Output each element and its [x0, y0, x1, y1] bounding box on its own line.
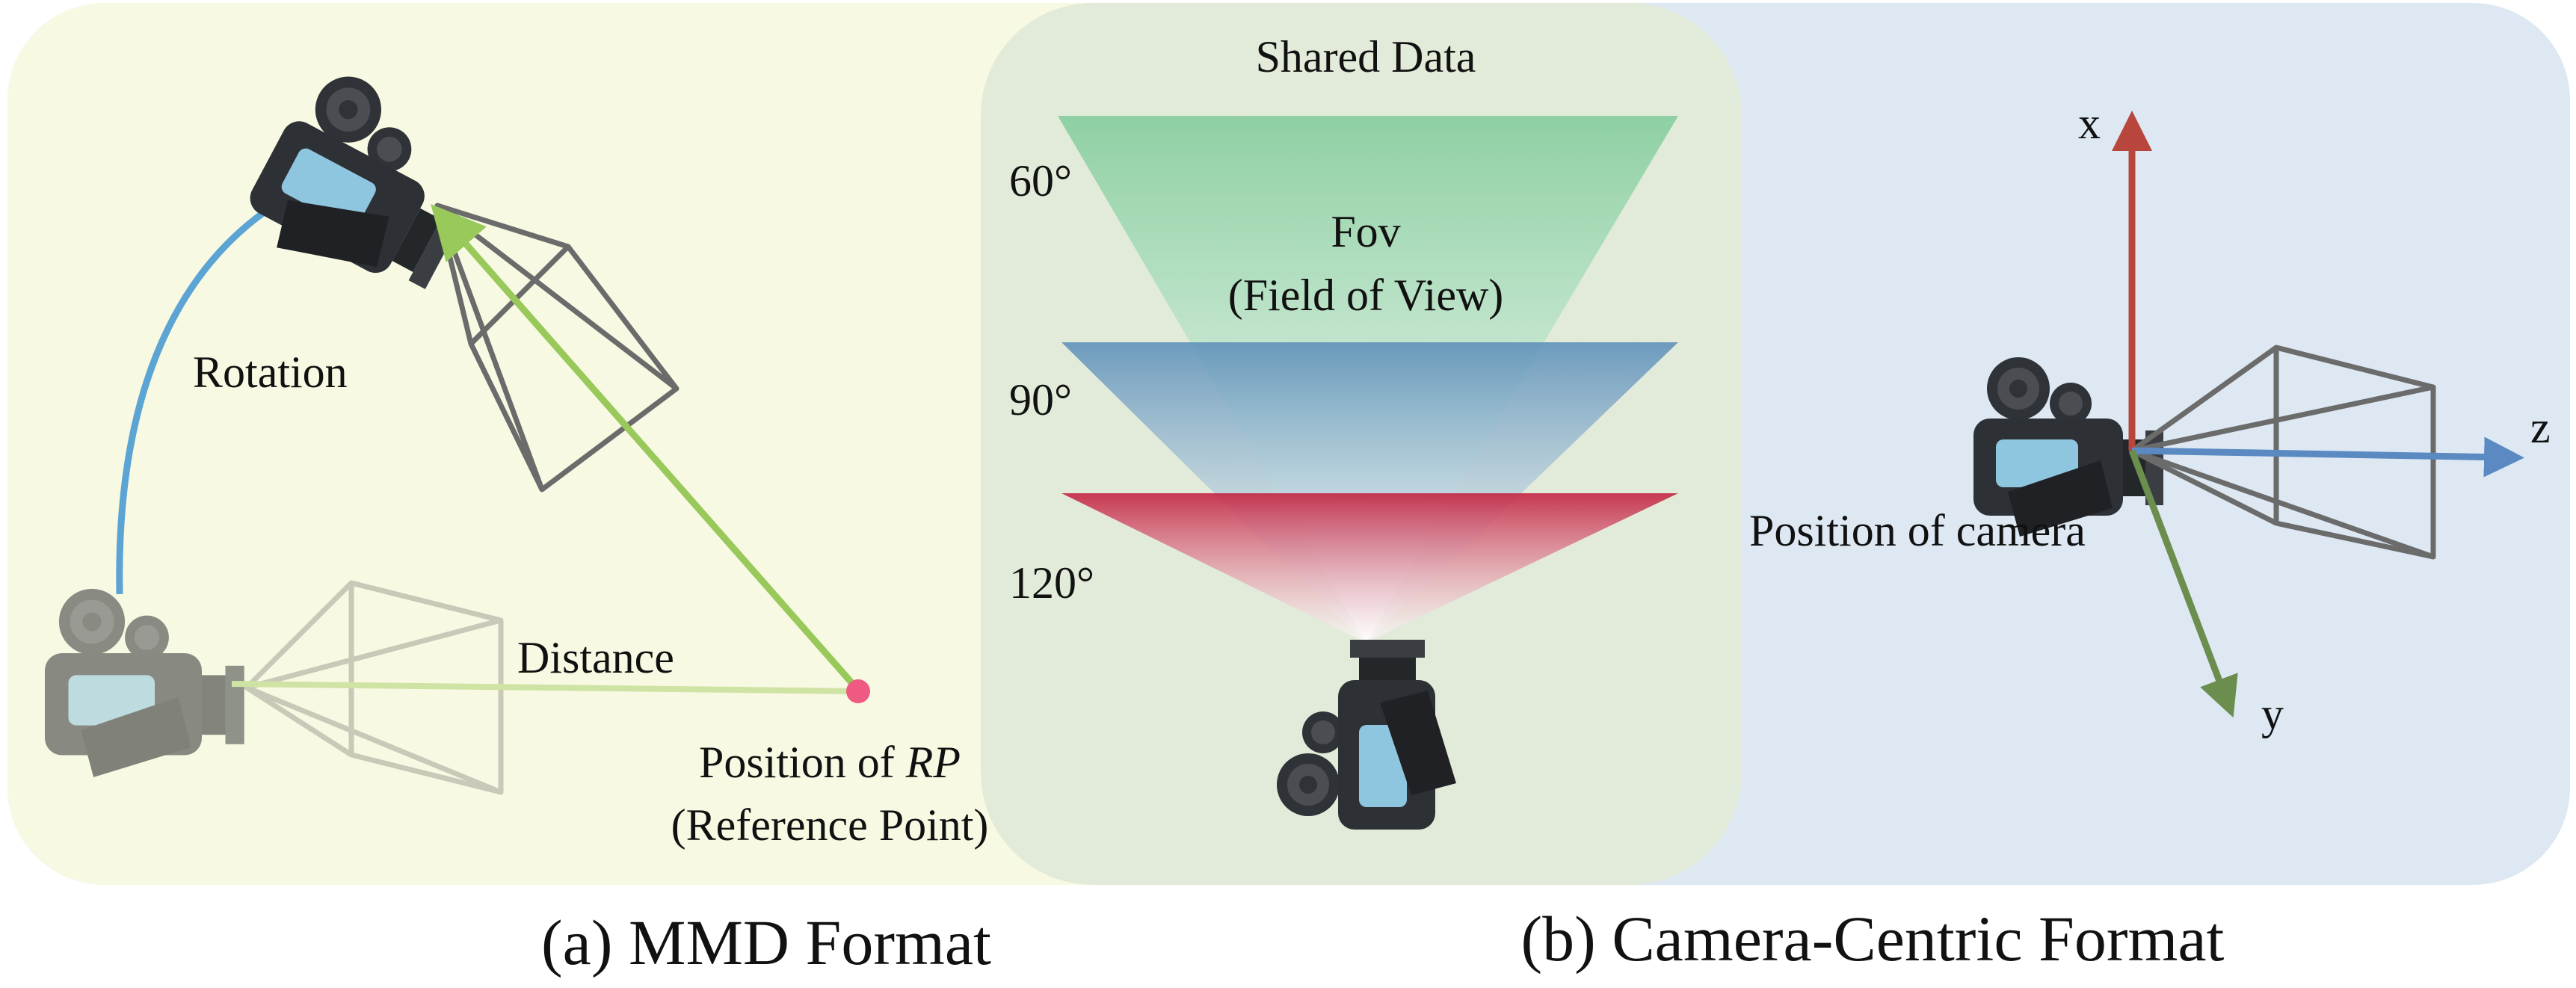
distance-arrow [431, 203, 859, 690]
frustum-edge-3 [2131, 384, 2434, 454]
angle-90-label: 90° [1009, 375, 1072, 424]
rp-label-line2: (Reference Point) [671, 800, 989, 850]
distance-line-faded [231, 681, 859, 694]
camera-start-faded [45, 580, 504, 795]
axis-z-label: z [2530, 403, 2551, 452]
fov-120-wedge [1061, 493, 1678, 643]
caption-b: (b) Camera-Centric Format [1521, 903, 2225, 975]
frustum-edge-2 [2130, 448, 2435, 560]
rp-label-line1: Position of RP [699, 738, 961, 787]
axis-y-label: y [2261, 689, 2284, 738]
fov-label: Fov [1331, 207, 1400, 256]
fov-label-line2: (Field of View) [1228, 271, 1504, 320]
angle-60-label: 60° [1009, 156, 1072, 206]
caption-a: (a) MMD Format [541, 907, 991, 978]
fov-90-wedge [1061, 342, 1678, 643]
camera-centric-frustum [2129, 345, 2436, 560]
axis-x-label: x [2078, 99, 2101, 148]
shared-data-title: Shared Data [1256, 32, 1476, 81]
angle-120-label: 120° [1009, 558, 1094, 608]
distance-label: Distance [517, 633, 674, 682]
camera-position-label: Position of camera [1749, 506, 2086, 555]
axis-z-arrow [2131, 436, 2524, 478]
reference-point [846, 679, 870, 703]
rotation-label: Rotation [193, 348, 348, 397]
axis-y-arrow [2128, 449, 2238, 718]
